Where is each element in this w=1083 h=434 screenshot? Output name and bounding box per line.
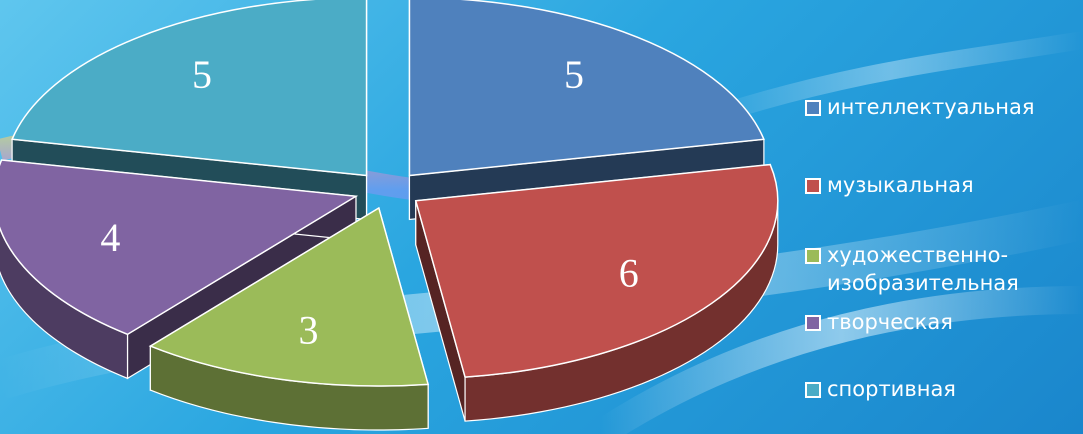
data-label-creative: 4 xyxy=(100,215,120,260)
slice-top-intellectual xyxy=(408,0,765,177)
slice-top-musical xyxy=(414,163,779,378)
legend-label-creative: творческая xyxy=(827,310,953,334)
pie-chart: 5 5 4 6 3 xyxy=(0,0,779,431)
slice-top-creative xyxy=(0,159,359,336)
legend-label-sport: спортивная xyxy=(827,377,956,401)
data-label-art: 3 xyxy=(299,307,319,352)
legend-swatch-musical xyxy=(805,178,821,194)
legend-label-musical: музыкальная xyxy=(827,173,974,197)
legend-swatch-intellectual xyxy=(805,100,821,116)
legend-swatch-art xyxy=(805,248,821,264)
legend-item-intellectual: интеллектуальная xyxy=(805,93,1035,121)
legend-item-sport: спортивная xyxy=(805,375,956,403)
legend-item-musical: музыкальная xyxy=(805,171,974,199)
legend-item-creative: творческая xyxy=(805,308,953,336)
pie-slice-art: 3 xyxy=(148,206,430,431)
legend-item-art: художественно- изобразительная xyxy=(805,241,1019,297)
data-label-intellectual: 5 xyxy=(564,52,584,97)
legend-swatch-sport xyxy=(805,382,821,398)
pie-slice-musical: 6 xyxy=(414,163,779,422)
legend-label-intellectual: интеллектуальная xyxy=(827,95,1035,119)
slice-top-art xyxy=(148,206,430,387)
legend-label-art: художественно- изобразительная xyxy=(827,243,1019,295)
data-label-sport: 5 xyxy=(192,52,212,97)
data-label-musical: 6 xyxy=(619,251,639,296)
legend-swatch-creative xyxy=(805,315,821,331)
slice-top-sport xyxy=(11,0,368,177)
